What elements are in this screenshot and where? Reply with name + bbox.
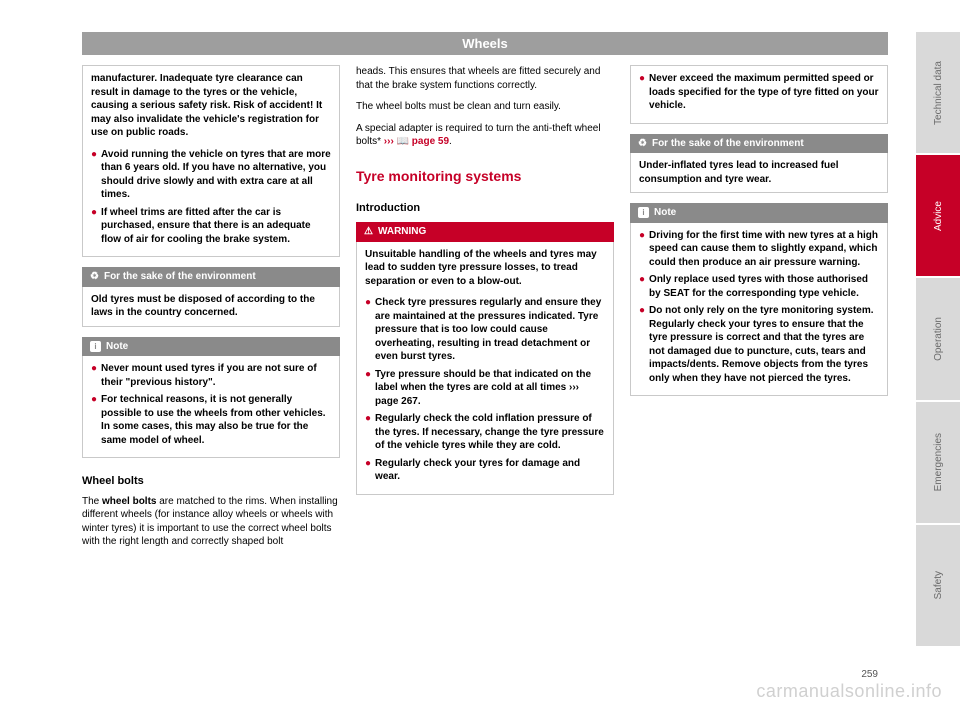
bullet: ●For technical reasons, it is not genera… xyxy=(91,393,331,447)
warning-box: ⚠ WARNING Unsuitable handling of the whee… xyxy=(356,222,614,505)
bullet-text: Check tyre pressures regularly and ensur… xyxy=(375,296,605,364)
paragraph: The wheel bolts are matched to the rims.… xyxy=(82,495,340,549)
section-title: Tyre monitoring systems xyxy=(356,167,614,186)
box-header: ♻ For the sake of the environment xyxy=(630,134,888,154)
warning-icon: ⚠ xyxy=(364,225,373,239)
text: . xyxy=(449,136,452,147)
bullet-dot: ● xyxy=(639,273,645,300)
bullet-text: Never mount used tyres if you are not su… xyxy=(101,362,331,389)
paragraph: The wheel bolts must be clean and turn e… xyxy=(356,100,614,114)
column-2: heads. This ensures that wheels are fitt… xyxy=(356,65,614,688)
box-body: ●Driving for the first time with new tyr… xyxy=(630,223,888,397)
bullet: ●If wheel trims are fitted after the car… xyxy=(91,206,331,247)
environment-box: ♻ For the sake of the environment Old tyr… xyxy=(82,267,340,337)
tab-advice[interactable]: Advice xyxy=(916,155,960,276)
bullet: ●Do not only rely on the tyre monitoring… xyxy=(639,304,879,385)
bullet-text: Tyre pressure should be that indicated o… xyxy=(375,368,605,409)
content-area: Wheels manufacturer. Inadequate tyre cle… xyxy=(0,0,916,708)
bullet-text: Never exceed the maximum permitted speed… xyxy=(649,72,879,113)
bullet: ●Tyre pressure should be that indicated … xyxy=(365,368,605,409)
bullet-dot: ● xyxy=(365,412,371,453)
side-tabs: Technical data Advice Operation Emergenc… xyxy=(916,0,960,708)
bullet-text: For technical reasons, it is not general… xyxy=(101,393,331,447)
text: The xyxy=(82,496,102,507)
bullet-dot: ● xyxy=(639,72,645,113)
bullet-dot: ● xyxy=(639,304,645,385)
page-title: Wheels xyxy=(82,32,888,55)
bullet-text: Regularly check your tyres for damage an… xyxy=(375,457,605,484)
bullet: ●Avoid running the vehicle on tyres that… xyxy=(91,148,331,202)
tab-label: Emergencies xyxy=(933,433,944,491)
bullet-text: Avoid running the vehicle on tyres that … xyxy=(101,148,331,202)
bullet-text: If wheel trims are fitted after the car … xyxy=(101,206,331,247)
bullet-text: Regularly check the cold inflation press… xyxy=(375,412,605,453)
box-body: ●Never mount used tyres if you are not s… xyxy=(82,356,340,458)
box-header: i Note xyxy=(82,337,340,357)
box-body: Unsuitable handling of the wheels and ty… xyxy=(356,242,614,495)
bullet: ●Regularly check the cold inflation pres… xyxy=(365,412,605,453)
watermark: carmanualsonline.info xyxy=(756,681,942,702)
bullet-text: Do not only rely on the tyre monitoring … xyxy=(649,304,879,385)
bullet: ●Never exceed the maximum permitted spee… xyxy=(639,72,879,113)
recycle-icon: ♻ xyxy=(638,137,647,151)
box-body: Under-inflated tyres lead to increased f… xyxy=(630,153,888,193)
subheading-introduction: Introduction xyxy=(356,201,614,216)
bullet-dot: ● xyxy=(91,206,97,247)
tab-label: Advice xyxy=(933,201,944,231)
page-number: 259 xyxy=(861,669,878,680)
bullet: ●Never mount used tyres if you are not s… xyxy=(91,362,331,389)
manual-page: Wheels manufacturer. Inadequate tyre cle… xyxy=(0,0,960,708)
bullet: ●Regularly check your tyres for damage a… xyxy=(365,457,605,484)
warning-continuation-box: ●Never exceed the maximum permitted spee… xyxy=(630,65,888,124)
note-box: i Note ●Never mount used tyres if you are… xyxy=(82,337,340,469)
header-text: Note xyxy=(654,206,676,220)
warning-continuation-box: manufacturer. Inadequate tyre clearance … xyxy=(82,65,340,257)
column-1: manufacturer. Inadequate tyre clearance … xyxy=(82,65,340,688)
bullet-dot: ● xyxy=(91,148,97,202)
info-icon: i xyxy=(90,341,101,352)
bullet-text: Driving for the first time with new tyre… xyxy=(649,229,879,270)
header-text: For the sake of the environment xyxy=(652,137,804,151)
bullet-dot: ● xyxy=(365,368,371,409)
warning-text: Unsuitable handling of the wheels and ty… xyxy=(365,248,605,289)
bullet-dot: ● xyxy=(639,229,645,270)
box-header-warning: ⚠ WARNING xyxy=(356,222,614,242)
box-header: ♻ For the sake of the environment xyxy=(82,267,340,287)
tab-operation[interactable]: Operation xyxy=(916,278,960,399)
info-icon: i xyxy=(638,207,649,218)
tab-safety[interactable]: Safety xyxy=(916,525,960,646)
tab-emergencies[interactable]: Emergencies xyxy=(916,402,960,523)
bullet-text: Only replace used tyres with those autho… xyxy=(649,273,879,300)
paragraph: A special adapter is required to turn th… xyxy=(356,122,614,149)
bullet: ●Only replace used tyres with those auth… xyxy=(639,273,879,300)
tab-label: Operation xyxy=(933,317,944,361)
header-text: WARNING xyxy=(378,225,426,239)
tab-technical-data[interactable]: Technical data xyxy=(916,32,960,153)
bold-text: wheel bolts xyxy=(102,496,156,507)
header-text: Note xyxy=(106,340,128,354)
box-body: Old tyres must be disposed of according … xyxy=(82,287,340,327)
bullet-dot: ● xyxy=(91,362,97,389)
subheading-wheel-bolts: Wheel bolts xyxy=(82,474,340,489)
bullet-dot: ● xyxy=(365,296,371,364)
columns: manufacturer. Inadequate tyre clearance … xyxy=(82,65,888,688)
header-text: For the sake of the environment xyxy=(104,270,256,284)
paragraph: heads. This ensures that wheels are fitt… xyxy=(356,65,614,92)
note-box: i Note ●Driving for the first time with n… xyxy=(630,203,888,406)
box-header: i Note xyxy=(630,203,888,223)
bullet-dot: ● xyxy=(91,393,97,447)
recycle-icon: ♻ xyxy=(90,270,99,284)
column-3: ●Never exceed the maximum permitted spee… xyxy=(630,65,888,688)
environment-box: ♻ For the sake of the environment Under-i… xyxy=(630,134,888,204)
bullet: ●Driving for the first time with new tyr… xyxy=(639,229,879,270)
tab-label: Safety xyxy=(933,571,944,599)
warning-text: manufacturer. Inadequate tyre clearance … xyxy=(91,72,331,140)
bullet: ●Check tyre pressures regularly and ensu… xyxy=(365,296,605,364)
tab-label: Technical data xyxy=(933,61,944,125)
bullet-dot: ● xyxy=(365,457,371,484)
cross-reference: ››› 📖 page 59 xyxy=(384,136,449,147)
